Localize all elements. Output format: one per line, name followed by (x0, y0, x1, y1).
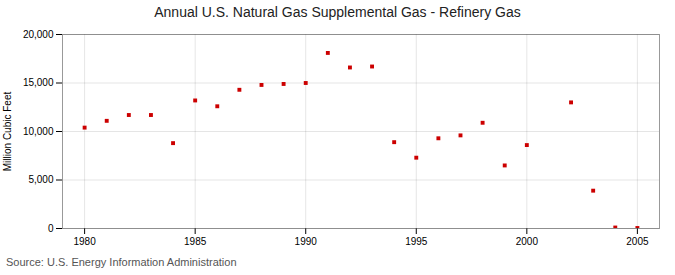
svg-text:20,000: 20,000 (23, 29, 54, 40)
svg-text:1980: 1980 (73, 236, 96, 247)
svg-text:1995: 1995 (405, 236, 428, 247)
html-text:Annual U.S. Natural Gas Supple: Annual U.S. Natural Gas Supplemental Gas… (154, 4, 521, 20)
svg-text:2005: 2005 (626, 236, 649, 247)
svg-text:1985: 1985 (184, 236, 207, 247)
svg-text:2000: 2000 (516, 236, 539, 247)
svg-text:0: 0 (48, 223, 54, 234)
svg-text:5,000: 5,000 (28, 174, 53, 185)
svg-text:15,000: 15,000 (23, 77, 54, 88)
html-text:Source: U.S. Energy Informatio: Source: U.S. Energy Information Administ… (6, 256, 237, 268)
svg-text:Million Cubic Feet: Million Cubic Feet (2, 92, 13, 172)
svg-text:10,000: 10,000 (23, 126, 54, 137)
svg-text:1990: 1990 (295, 236, 318, 247)
